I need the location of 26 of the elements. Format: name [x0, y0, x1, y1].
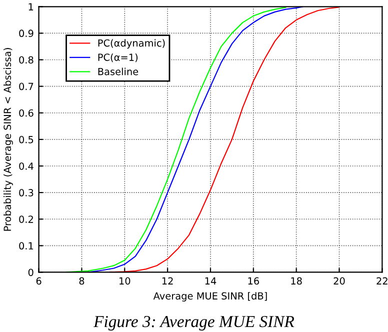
y-tick-label: 1	[28, 3, 34, 10]
x-axis-title: Average MUE SINR [dB]	[153, 292, 267, 302]
y-tick-label: 0.6	[19, 109, 34, 117]
x-tick-label: 16	[248, 277, 259, 285]
x-tick-label: 20	[334, 277, 345, 285]
y-tick-label: 0.9	[19, 30, 34, 38]
x-tick-label: 12	[162, 277, 173, 284]
x-tick-label: 6	[36, 277, 42, 285]
x-tick-label: 8	[79, 277, 84, 285]
y-tick-label: 0.7	[19, 82, 34, 90]
caption: Figure 3: Average MUE SINR	[93, 316, 294, 331]
legend-label: PC(α=1)	[98, 53, 138, 62]
x-tick-label: 10	[120, 277, 130, 285]
y-tick-label: 0.8	[19, 56, 34, 64]
legend-label: PC(αdynamic)	[98, 39, 165, 49]
y-tick-label: 0.1	[19, 242, 34, 250]
y-tick-label: 0.4	[19, 162, 34, 170]
legend-label: Baseline	[98, 68, 138, 76]
x-tick-label: 14	[205, 277, 216, 284]
y-tick-label: 0.3	[19, 189, 34, 196]
y-tick-label: 0	[28, 268, 34, 276]
x-tick-label: 18	[291, 277, 302, 285]
y-axis-title: Probability (Average SINR < Abscissa)	[4, 48, 13, 231]
y-tick-label: 0.5	[19, 136, 34, 144]
y-tick-label: 0.2	[19, 216, 33, 223]
x-tick-label: 22	[376, 277, 388, 284]
